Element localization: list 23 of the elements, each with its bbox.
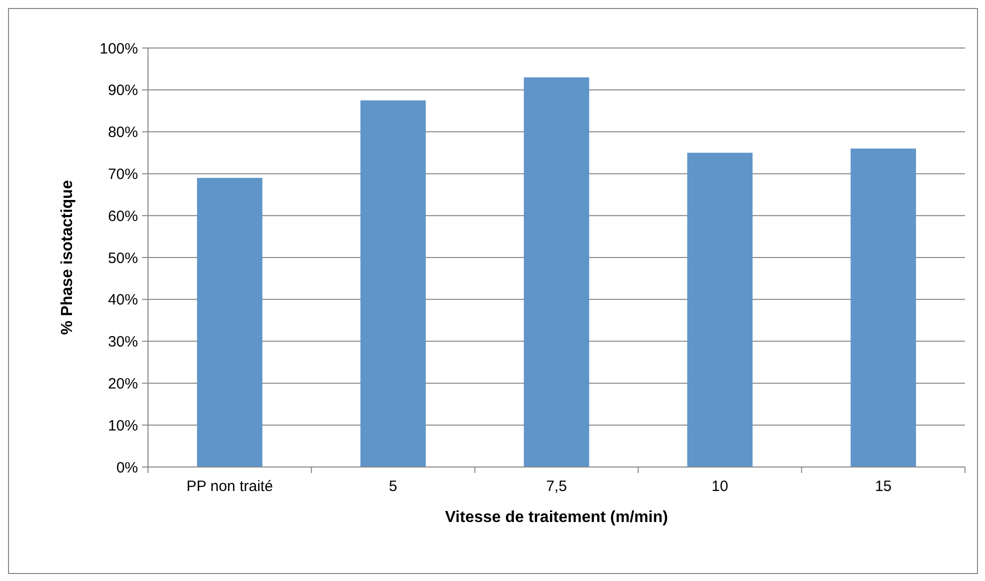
y-tick-label: 40%: [108, 292, 138, 309]
y-tick-label: 50%: [108, 250, 138, 267]
x-tick-label: 5: [388, 478, 398, 495]
x-tick-label: PP non traité: [186, 478, 273, 495]
x-axis-title: Vitesse de traitement (m/min): [445, 509, 668, 526]
y-tick-label: 70%: [108, 166, 138, 183]
y-tick-label: 10%: [108, 417, 138, 434]
bar: [524, 77, 590, 467]
x-tick-label: 7,5: [546, 478, 567, 495]
x-tick-label: 15: [874, 478, 892, 495]
bar: [197, 178, 262, 467]
x-tick-label: 10: [712, 478, 728, 495]
y-tick-label: 0%: [116, 459, 138, 476]
y-tick-label: 30%: [108, 334, 138, 351]
y-tick-label: 80%: [108, 124, 138, 142]
y-tick-label: 60%: [108, 208, 138, 225]
bar: [360, 100, 426, 467]
y-tick-label: 90%: [108, 82, 138, 100]
bar: [687, 152, 753, 467]
y-tick-label: 20%: [108, 375, 138, 392]
y-axis-title: % Phase isotactique: [59, 180, 76, 335]
y-tick-label: 100%: [100, 40, 138, 58]
bar: [850, 148, 916, 467]
